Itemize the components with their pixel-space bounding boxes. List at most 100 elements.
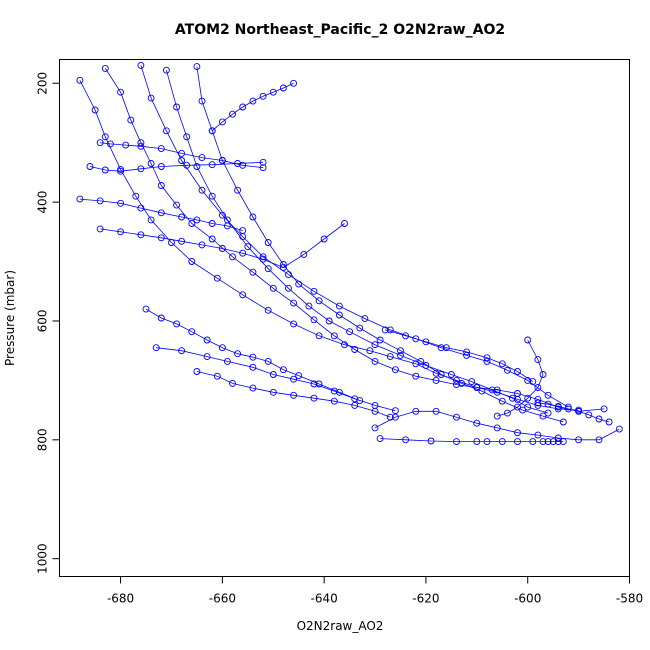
data-point (325, 317, 333, 325)
data-point (346, 328, 354, 336)
series-line (196, 66, 564, 423)
data-point (279, 264, 287, 271)
data-point (259, 255, 267, 263)
data-point (529, 378, 537, 386)
data-point (208, 235, 216, 243)
data-point (117, 165, 125, 173)
data-point (239, 249, 247, 257)
data-point (198, 97, 206, 105)
data-point (198, 186, 206, 194)
data-point (483, 438, 491, 446)
data-point (432, 376, 440, 384)
series-18 (534, 399, 613, 426)
data-point (351, 401, 359, 409)
plot-area (76, 61, 623, 446)
data-point (173, 320, 181, 328)
data-point (605, 418, 613, 426)
data-point (96, 225, 104, 233)
data-point (483, 354, 491, 362)
data-point (101, 133, 109, 141)
series-line (374, 410, 620, 441)
data-point (290, 299, 298, 307)
data-point (453, 413, 460, 421)
data-point (96, 139, 104, 147)
data-point (213, 372, 221, 380)
data-point (468, 378, 476, 386)
data-point (458, 379, 466, 387)
data-point (137, 165, 145, 173)
x-axis-label: O2N2raw_AO2 (297, 619, 384, 633)
data-point (315, 332, 323, 340)
series-9 (371, 407, 623, 444)
data-point (137, 139, 145, 147)
data-point (239, 161, 247, 169)
x-tick-label: -660 (209, 592, 236, 606)
data-point (402, 332, 410, 340)
data-point (391, 407, 399, 415)
data-point (514, 368, 521, 375)
data-point (315, 380, 323, 388)
data-point (188, 258, 196, 265)
data-point (244, 243, 252, 251)
data-point (442, 344, 450, 352)
data-point (544, 409, 552, 417)
data-point (376, 435, 384, 443)
data-point (600, 405, 608, 413)
data-point (503, 366, 511, 374)
data-point (544, 391, 552, 399)
data-point (290, 79, 298, 87)
data-point (142, 305, 150, 313)
data-point (198, 241, 206, 249)
data-point (514, 438, 521, 446)
data-point (106, 140, 114, 148)
data-point (371, 357, 379, 365)
data-point (371, 341, 379, 349)
x-tick-label: -680 (107, 592, 134, 606)
data-point (514, 429, 521, 437)
series-line (156, 347, 396, 412)
data-point (264, 265, 272, 273)
data-point (178, 347, 186, 355)
data-point (269, 284, 277, 292)
data-point (397, 347, 404, 355)
series-2 (76, 76, 608, 415)
data-point (559, 438, 567, 446)
data-point (218, 245, 226, 252)
data-point (335, 302, 343, 310)
data-point (575, 407, 583, 415)
data-point (453, 376, 460, 384)
data-point (351, 395, 359, 403)
data-point (223, 357, 231, 365)
y-tick-label: 400 (36, 191, 50, 214)
data-point (412, 407, 420, 415)
data-point (503, 409, 511, 417)
data-point (371, 407, 379, 415)
data-point (157, 182, 165, 189)
data-point (437, 371, 445, 378)
data-point (117, 228, 125, 236)
data-point (122, 141, 130, 149)
series-line (100, 223, 345, 268)
data-point (341, 220, 348, 227)
data-point (615, 425, 623, 433)
data-point (310, 394, 318, 402)
x-tick-label: -580 (616, 592, 643, 606)
data-point (203, 353, 211, 361)
data-point (295, 280, 303, 288)
data-point (152, 344, 160, 352)
data-point (76, 76, 84, 84)
data-point (101, 64, 109, 72)
data-point (117, 199, 125, 207)
series-10 (376, 435, 567, 446)
data-point (519, 406, 527, 414)
series-line (89, 161, 264, 172)
series-13 (96, 220, 348, 271)
data-point (330, 387, 338, 395)
data-point (549, 438, 557, 446)
data-point (498, 397, 506, 405)
data-point (178, 213, 186, 221)
data-point (554, 434, 562, 442)
data-point (508, 394, 516, 402)
data-point (188, 328, 196, 336)
data-point (397, 351, 404, 359)
